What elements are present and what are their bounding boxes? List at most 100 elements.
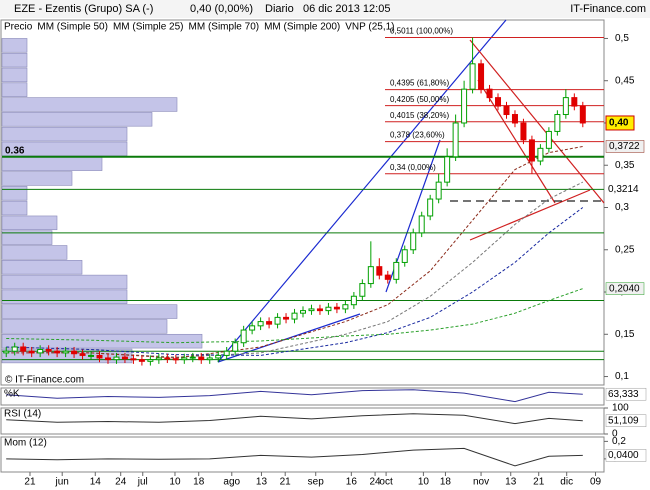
- header-date: 06 dic 2013 12:05: [303, 3, 390, 15]
- indicator-name: Mom (12): [4, 438, 47, 449]
- x-tick-label: ago: [223, 477, 240, 488]
- price-marker: [605, 115, 635, 131]
- candle-body: [333, 306, 340, 310]
- candle-body: [104, 357, 111, 361]
- x-tick-label: jul: [137, 477, 148, 488]
- candle-body: [240, 329, 247, 344]
- candle-body: [495, 97, 502, 107]
- candle-body: [37, 349, 44, 354]
- ma-label-box: [605, 282, 645, 295]
- ma-line: [6, 146, 583, 359]
- indicator-line: [6, 413, 583, 425]
- mom-panel: [0, 436, 605, 473]
- candle-body: [562, 97, 569, 116]
- candle-body: [54, 350, 61, 354]
- candle-body: [147, 359, 154, 362]
- header-period: Diario: [265, 3, 294, 15]
- volume-bar: [1, 97, 178, 112]
- x-tick-label: 16: [346, 477, 358, 488]
- x-tick-label: 24: [370, 477, 382, 488]
- candle-body: [274, 316, 281, 325]
- y-tick-label: 0,25: [615, 244, 635, 255]
- indicator-label-box: [605, 414, 647, 427]
- trend-line: [469, 189, 591, 241]
- volume-bar: [1, 289, 128, 305]
- ma-line: [6, 207, 584, 356]
- candle-body: [511, 114, 518, 124]
- ma-line: [6, 288, 583, 344]
- x-tick-label: oct: [379, 477, 393, 488]
- volume-bar: [1, 230, 53, 245]
- volume-bar: [1, 215, 58, 231]
- candle-body: [189, 356, 196, 359]
- ma-label-box: [605, 140, 645, 153]
- ma-label: 0,2040: [609, 283, 640, 294]
- candle-body: [266, 321, 273, 325]
- candle-body: [537, 147, 544, 162]
- ma-label: 0,3722: [609, 141, 640, 152]
- x-tick-label: 18: [440, 477, 452, 488]
- volume-bar: [1, 38, 28, 53]
- volume-bar: [1, 200, 28, 216]
- legend-entry: MM (Simple 70): [189, 22, 260, 33]
- header-quote: 0,40 (0,00%): [190, 3, 253, 15]
- x-tick-label: 09: [590, 477, 602, 488]
- candle-body: [130, 358, 137, 361]
- volume-bar: [1, 67, 28, 83]
- legend-entry: MM (Simple 50): [37, 22, 108, 33]
- indicator-label-box: [605, 449, 647, 462]
- candle-body: [3, 350, 10, 354]
- candle-body: [232, 342, 239, 352]
- volume-bar: [1, 260, 83, 275]
- x-tick-label: 10: [169, 477, 181, 488]
- header-source: IT-Finance.com: [570, 3, 646, 15]
- candle-body: [444, 156, 451, 183]
- ma-line: [6, 181, 584, 358]
- indicator-tick-label: 0: [612, 429, 618, 440]
- candle-body: [571, 97, 578, 107]
- x-tick-label: 10: [418, 477, 430, 488]
- indicator-name: RSI (14): [4, 409, 41, 420]
- fib-label: 0,4205 (50,00%): [390, 95, 449, 104]
- watermark: © IT-Finance.com: [5, 375, 84, 386]
- price-marker-label: 0,40: [609, 118, 629, 129]
- candle-body: [28, 350, 35, 354]
- volume-bar: [1, 171, 73, 186]
- candle-body: [545, 130, 552, 149]
- candle-body: [11, 346, 18, 352]
- x-tick-label: nov: [473, 477, 489, 488]
- legend-entry: Precio: [4, 22, 33, 33]
- volume-bar: [1, 333, 203, 349]
- candle-body: [206, 357, 213, 361]
- candle-body: [520, 122, 527, 141]
- x-tick-label: sep: [308, 477, 325, 488]
- x-tick-label: jun: [55, 477, 69, 488]
- candle-body: [181, 357, 188, 361]
- candle-body: [461, 88, 468, 124]
- indicator-label-box: [605, 387, 647, 401]
- candle-body: [367, 266, 374, 285]
- y-tick-label: 0,15: [615, 329, 635, 340]
- candle-body: [113, 356, 120, 361]
- x-tick-label: 14: [90, 477, 102, 488]
- candle-body: [410, 232, 417, 251]
- legend-entry: MM (Simple 25): [113, 22, 184, 33]
- volume-bar: [1, 112, 153, 127]
- candle-body: [291, 312, 298, 320]
- volume-bar: [1, 304, 178, 319]
- candle-body: [427, 198, 434, 217]
- candle-body: [435, 181, 442, 200]
- candle-body: [223, 350, 230, 356]
- x-tick-label: 21: [533, 477, 545, 488]
- candle-body: [579, 105, 586, 124]
- indicator-tick-label: 100: [612, 403, 629, 414]
- candle-body: [172, 358, 179, 361]
- candle-body: [96, 354, 103, 359]
- y-tick-label: 0,1: [615, 371, 629, 382]
- candle-body: [418, 215, 425, 234]
- candle-body: [316, 308, 323, 312]
- y-tick-label: 0,3: [615, 202, 629, 213]
- volume-bar: [1, 156, 103, 171]
- legend-entry: VNP (25,1): [345, 22, 394, 33]
